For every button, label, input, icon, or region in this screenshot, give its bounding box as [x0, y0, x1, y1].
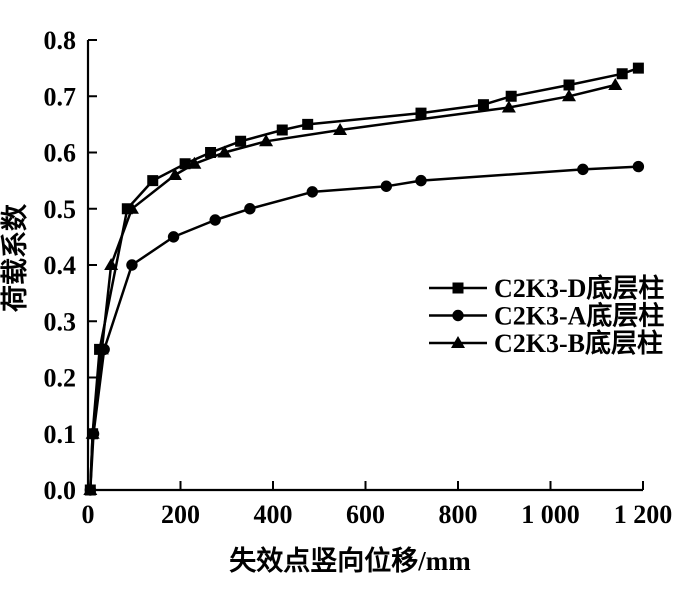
- triangle-marker: [451, 336, 465, 348]
- square-marker: [616, 68, 628, 80]
- square-marker: [276, 124, 288, 136]
- series-line: [89, 66, 640, 492]
- y-tick-label: 0.3: [44, 307, 77, 336]
- x-tick-label: 0: [82, 500, 95, 529]
- triangle-marker: [85, 426, 100, 439]
- circle-marker: [415, 174, 427, 187]
- circle-marker: [452, 309, 464, 322]
- y-tick-label: 0.1: [44, 420, 77, 449]
- square-marker: [235, 135, 247, 147]
- triangle-marker: [259, 134, 274, 147]
- x-axis-title: 失效点竖向位移/mm: [229, 545, 471, 576]
- square-marker: [179, 158, 191, 170]
- y-tick-label: 0.0: [44, 476, 77, 505]
- legend-label: C2K3-A底层柱: [494, 301, 664, 331]
- triangle-marker: [83, 483, 98, 495]
- y-axis-title: 荷载系数: [0, 203, 30, 312]
- square-marker: [505, 90, 517, 102]
- circle-marker: [126, 259, 138, 271]
- square-marker: [121, 203, 133, 215]
- square-marker: [415, 107, 427, 119]
- legend-label: C2K3-D底层柱: [494, 273, 664, 303]
- circle-marker: [306, 186, 319, 198]
- legend-item: C2K3-D底层柱: [429, 273, 664, 303]
- y-tick-label: 0.2: [44, 364, 77, 393]
- triangle-marker: [124, 201, 139, 214]
- legend-label: C2K3-B底层柱: [494, 328, 663, 358]
- triangle-marker: [217, 145, 232, 158]
- triangle-marker: [94, 342, 109, 355]
- legend-item: C2K3-B底层柱: [429, 328, 663, 358]
- triangle-marker: [501, 100, 516, 113]
- y-tick-label: 0.5: [44, 195, 77, 224]
- circle-marker: [244, 203, 256, 215]
- legend-item: C2K3-A底层柱: [429, 301, 664, 331]
- square-marker: [205, 147, 217, 158]
- triangle-marker: [187, 156, 202, 169]
- circle-marker: [380, 180, 393, 192]
- x-tick-label: 800: [439, 500, 478, 529]
- triangle-marker: [562, 89, 576, 102]
- square-marker: [477, 99, 489, 111]
- circle-marker: [577, 163, 589, 176]
- x-tick-label: 400: [254, 500, 293, 529]
- square-marker: [302, 118, 314, 130]
- square-marker: [563, 79, 575, 91]
- data-series: [83, 62, 645, 496]
- x-tick-label: 200: [161, 500, 200, 529]
- circle-marker: [632, 160, 645, 173]
- triangle-marker: [167, 168, 182, 180]
- triangle-marker: [608, 78, 623, 90]
- triangle-marker: [333, 123, 348, 135]
- x-tick-label: 600: [346, 500, 385, 529]
- circle-marker: [167, 231, 180, 243]
- series-line: [89, 165, 640, 492]
- y-tick-label: 0.7: [44, 82, 77, 111]
- triangle-marker: [104, 258, 119, 270]
- x-tick-label: 1 200: [614, 500, 673, 529]
- y-tick-label: 0.8: [44, 26, 77, 55]
- series-3: [83, 78, 623, 495]
- square-marker: [632, 62, 644, 74]
- x-tick-label: 1 000: [521, 500, 580, 529]
- y-tick-label: 0.4: [44, 251, 77, 280]
- square-marker: [452, 282, 464, 294]
- axis-spines: [86, 40, 643, 492]
- axes: 0 200 400 600 800 1 000 1 200 0.0 0.1 0.2 0.3 0.4 0.…: [44, 26, 673, 529]
- circle-marker: [209, 214, 221, 226]
- square-marker: [147, 175, 159, 187]
- y-tick-label: 0.6: [44, 139, 77, 168]
